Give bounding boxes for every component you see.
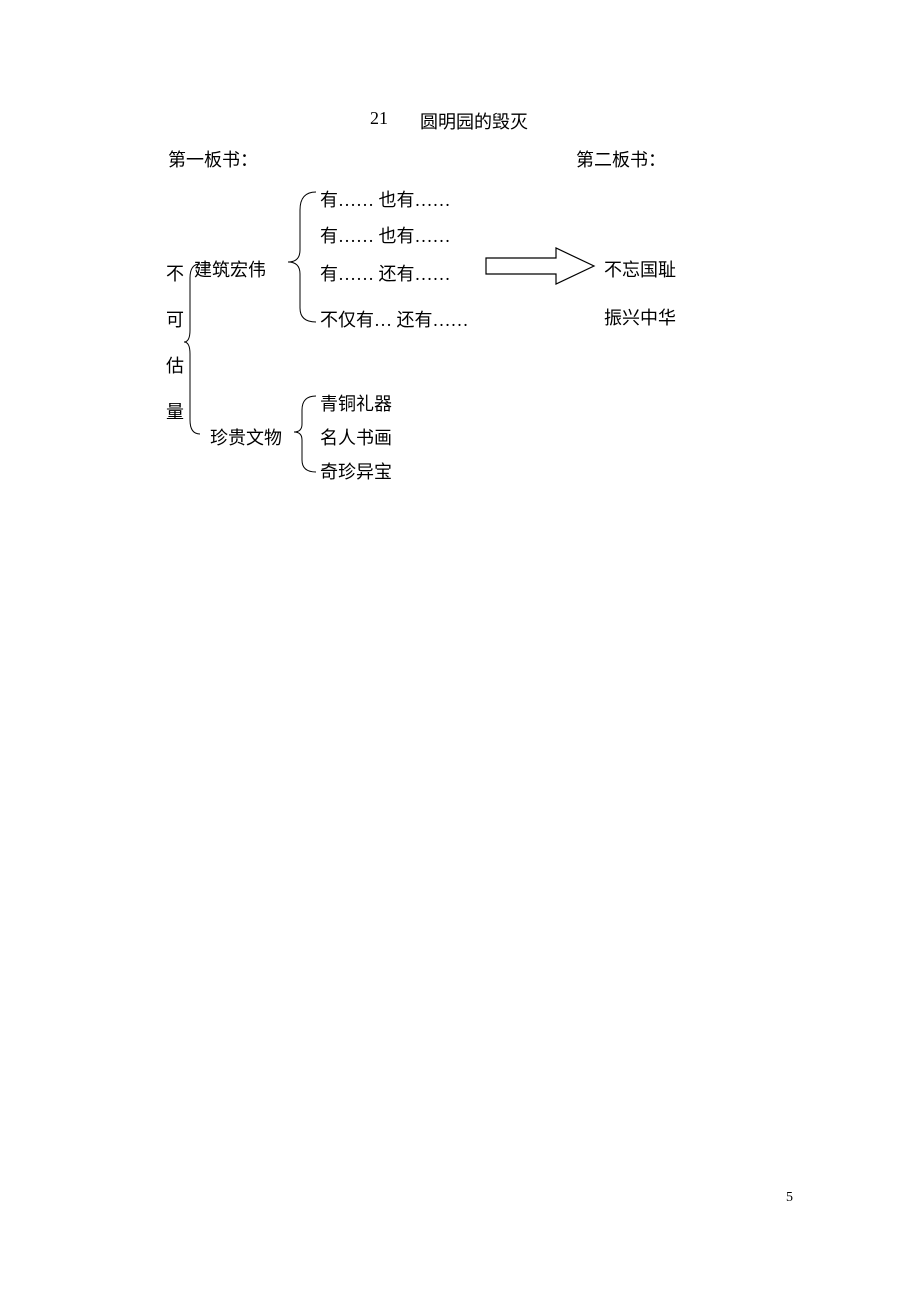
main-char-2: 估 <box>166 352 184 378</box>
board1-label: 第一板书： <box>168 146 258 172</box>
arrow-icon <box>486 248 594 284</box>
group1-item-2: 有…… 还有…… <box>320 260 451 286</box>
group1-item-1: 有…… 也有…… <box>320 222 451 248</box>
diagram-overlay <box>0 0 920 1302</box>
group1-item-0: 有…… 也有…… <box>320 186 451 212</box>
group2-item-1: 名人书画 <box>320 424 392 450</box>
result-line1: 不忘国耻 <box>604 256 676 282</box>
group1-label: 建筑宏伟 <box>194 256 266 282</box>
bracket-group2 <box>294 396 316 472</box>
title-text: 圆明园的毁灭 <box>420 108 528 134</box>
main-char-0: 不 <box>166 260 184 286</box>
page-number: 5 <box>786 1190 793 1206</box>
result-line2: 振兴中华 <box>604 304 676 330</box>
group2-label: 珍贵文物 <box>210 424 282 450</box>
bracket-main <box>184 264 200 434</box>
group1-item-3: 不仅有… 还有…… <box>320 306 469 332</box>
main-char-3: 量 <box>166 398 184 424</box>
title-number: 21 <box>370 108 388 129</box>
group2-item-2: 奇珍异宝 <box>320 458 392 484</box>
main-char-1: 可 <box>166 306 184 332</box>
group2-item-0: 青铜礼器 <box>320 390 392 416</box>
board2-label: 第二板书： <box>576 146 666 172</box>
bracket-group1 <box>288 192 316 322</box>
